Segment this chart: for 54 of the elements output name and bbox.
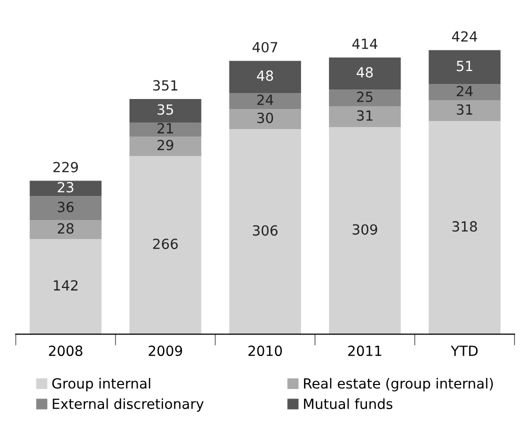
bar [328, 57, 401, 90]
x-tick-label: 2011 [348, 346, 382, 356]
x-tick-label: 2009 [148, 346, 182, 356]
bar [229, 92, 302, 110]
data-label: 35 [158, 104, 173, 115]
bar [428, 84, 501, 100]
bar [30, 196, 102, 220]
bar [328, 106, 401, 128]
data-label: 25 [357, 92, 372, 102]
bar [328, 90, 401, 106]
bar [428, 100, 501, 122]
data-label: 48 [356, 67, 373, 78]
x-tick-label: 2008 [48, 346, 82, 356]
bar [328, 127, 401, 334]
data-label: 142 [54, 280, 78, 290]
data-label: 31 [456, 104, 472, 115]
total-label: 407 [252, 42, 278, 52]
bar [229, 129, 302, 334]
bar [229, 109, 302, 130]
data-label: 36 [58, 202, 74, 212]
data-label: 30 [257, 112, 274, 124]
bar [428, 50, 501, 84]
legend-label: External discretionary [52, 398, 204, 412]
bar [129, 156, 202, 334]
bar [229, 60, 302, 93]
data-label: 306 [252, 225, 278, 236]
total-label: 229 [53, 162, 78, 172]
bar [129, 122, 202, 137]
x-tick-label: YTD [450, 346, 478, 356]
data-label: 21 [158, 123, 173, 134]
total-label: 351 [153, 80, 178, 91]
legend-label: Mutual funds [304, 398, 392, 410]
data-label: 28 [58, 223, 74, 234]
data-label: 29 [158, 140, 174, 150]
total-label: 414 [352, 38, 378, 49]
data-label: 51 [456, 60, 472, 72]
data-label: 31 [357, 110, 372, 121]
bar [129, 136, 202, 156]
data-label: 266 [153, 238, 178, 250]
bar [129, 99, 202, 122]
bar [30, 239, 102, 334]
bar [30, 180, 102, 196]
bar [428, 121, 501, 334]
data-label: 23 [58, 182, 74, 192]
total-label: 424 [452, 31, 478, 42]
bar [30, 220, 102, 240]
data-label: 318 [452, 221, 477, 232]
data-label: 48 [256, 70, 274, 81]
legend-label: Real estate (group internal) [304, 378, 493, 392]
data-label: 24 [456, 86, 473, 96]
legend-label: Group internal [52, 378, 150, 392]
data-label: 24 [257, 94, 274, 105]
x-tick-label: 2010 [248, 346, 282, 356]
data-label: 309 [352, 224, 378, 235]
